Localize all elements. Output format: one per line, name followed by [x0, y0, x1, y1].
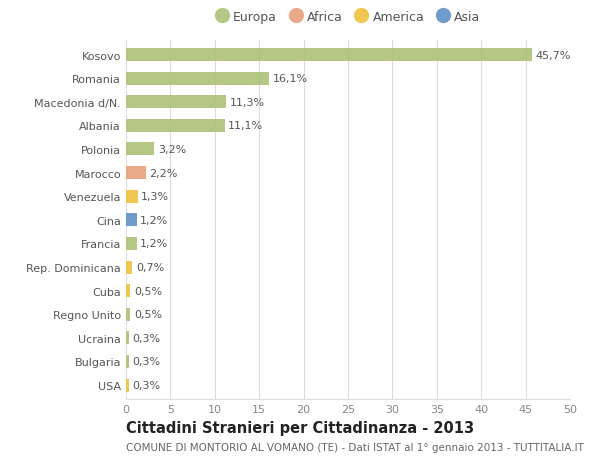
- Text: 1,2%: 1,2%: [140, 239, 169, 249]
- Bar: [126, 308, 130, 321]
- Bar: [126, 73, 269, 85]
- Text: 16,1%: 16,1%: [272, 74, 308, 84]
- Bar: [126, 237, 137, 250]
- Text: Cittadini Stranieri per Cittadinanza - 2013: Cittadini Stranieri per Cittadinanza - 2…: [126, 420, 474, 435]
- Bar: [126, 214, 137, 227]
- Text: 11,1%: 11,1%: [228, 121, 263, 131]
- Bar: [126, 355, 128, 368]
- Text: 0,7%: 0,7%: [136, 263, 164, 273]
- Bar: [126, 331, 128, 345]
- Bar: [126, 190, 137, 203]
- Text: 11,3%: 11,3%: [230, 98, 265, 107]
- Legend: Europa, Africa, America, Asia: Europa, Africa, America, Asia: [211, 6, 485, 29]
- Bar: [126, 49, 532, 62]
- Text: COMUNE DI MONTORIO AL VOMANO (TE) - Dati ISTAT al 1° gennaio 2013 - TUTTITALIA.I: COMUNE DI MONTORIO AL VOMANO (TE) - Dati…: [126, 442, 584, 452]
- Bar: [126, 167, 146, 179]
- Text: 0,5%: 0,5%: [134, 286, 162, 296]
- Text: 0,3%: 0,3%: [132, 380, 160, 390]
- Text: 1,3%: 1,3%: [141, 192, 169, 202]
- Text: 0,3%: 0,3%: [132, 333, 160, 343]
- Bar: [126, 285, 130, 297]
- Bar: [126, 261, 132, 274]
- Text: 2,2%: 2,2%: [149, 168, 178, 178]
- Bar: [126, 96, 226, 109]
- Text: 0,5%: 0,5%: [134, 309, 162, 319]
- Text: 1,2%: 1,2%: [140, 215, 169, 225]
- Bar: [126, 379, 128, 392]
- Text: 0,3%: 0,3%: [132, 357, 160, 367]
- Text: 3,2%: 3,2%: [158, 145, 186, 155]
- Bar: [126, 143, 154, 156]
- Bar: [126, 120, 224, 133]
- Text: 45,7%: 45,7%: [535, 50, 571, 61]
